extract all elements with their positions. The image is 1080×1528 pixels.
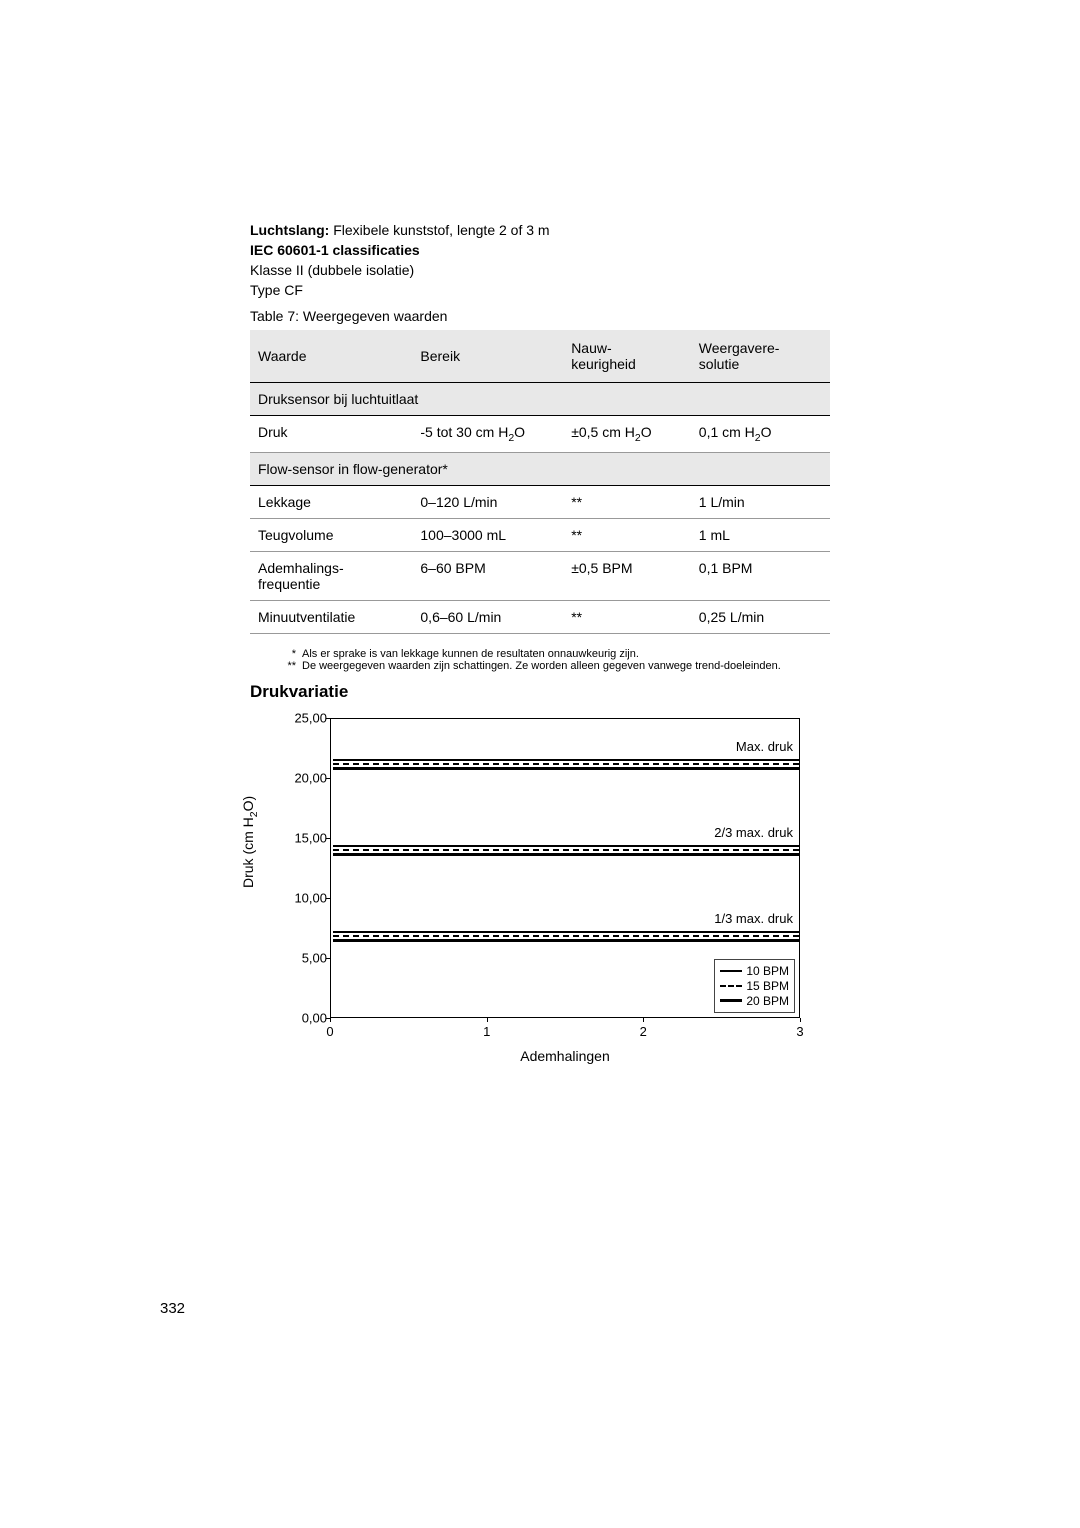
footnote-2: ** De weergegeven waarden zijn schatting… — [280, 660, 830, 672]
footnote-1: * Als er sprake is van lekkage kunnen de… — [280, 648, 830, 660]
row-lekkage: Lekkage 0–120 L/min ** 1 L/min — [250, 485, 830, 518]
section-druksensor: Druksensor bij luchtuitlaat — [250, 383, 830, 416]
document-page: Luchtslang: Flexibele kunststof, lengte … — [250, 222, 830, 1078]
chart-title: Drukvariatie — [250, 682, 830, 702]
page-number: 332 — [160, 1300, 185, 1317]
ytick-5: 5,00 — [285, 950, 327, 965]
row-minuutventilatie: Minuutventilatie 0,6–60 L/min ** 0,25 L/… — [250, 600, 830, 633]
section-flowsensor: Flow-sensor in flow-generator* — [250, 452, 830, 485]
legend-10bpm: 10 BPM — [720, 964, 789, 978]
series-line — [333, 853, 799, 856]
xtick-0: 0 — [326, 1024, 333, 1039]
luchtslang-line: Luchtslang: Flexibele kunststof, lengte … — [250, 222, 830, 238]
label-max: Max. druk — [736, 739, 793, 754]
y-axis-label: Druk (cm H2O) — [240, 796, 260, 888]
legend-swatch-icon — [720, 999, 742, 1002]
series-line — [333, 767, 799, 770]
ytick-20: 20,00 — [285, 770, 327, 785]
label-one-third: 1/3 max. druk — [714, 911, 793, 926]
legend-20bpm: 20 BPM — [720, 994, 789, 1008]
drukvariatie-chart: Druk (cm H2O) 0,00 5,00 10,00 15,00 20,0… — [250, 708, 820, 1078]
row-teugvolume: Teugvolume 100–3000 mL ** 1 mL — [250, 518, 830, 551]
values-table: Waarde Bereik Nauw- keurigheid Weergaver… — [250, 330, 830, 634]
luchtslang-text: Flexibele kunststof, lengte 2 of 3 m — [329, 222, 549, 238]
plot-area: Max. druk 2/3 max. druk 1/3 max. druk 10… — [330, 718, 800, 1018]
row-druk: Druk -5 tot 30 cm H2O ±0,5 cm H2O 0,1 cm… — [250, 416, 830, 453]
series-line — [333, 845, 799, 847]
ytick-0: 0,00 — [285, 1010, 327, 1025]
series-line — [333, 935, 799, 937]
ytick-10: 10,00 — [285, 890, 327, 905]
xtick-3: 3 — [796, 1024, 803, 1039]
legend-swatch-icon — [720, 985, 742, 987]
klasse-line: Klasse II (dubbele isolatie) — [250, 262, 830, 278]
x-axis-label: Ademhalingen — [330, 1048, 800, 1064]
legend-swatch-icon — [720, 970, 742, 972]
col-bereik: Bereik — [412, 330, 563, 383]
chart-legend: 10 BPM 15 BPM 20 BPM — [714, 959, 795, 1013]
xtick-1: 1 — [483, 1024, 490, 1039]
type-line: Type CF — [250, 282, 830, 298]
luchtslang-label: Luchtslang: — [250, 222, 329, 238]
ytick-15: 15,00 — [285, 830, 327, 845]
xtick-2: 2 — [640, 1024, 647, 1039]
table-header-row: Waarde Bereik Nauw- keurigheid Weergaver… — [250, 330, 830, 383]
col-waarde: Waarde — [250, 330, 412, 383]
ytick-25: 25,00 — [285, 710, 327, 725]
series-line — [333, 759, 799, 761]
series-line — [333, 763, 799, 765]
col-nauwkeurigheid: Nauw- keurigheid — [563, 330, 691, 383]
label-two-thirds: 2/3 max. druk — [714, 825, 793, 840]
legend-15bpm: 15 BPM — [720, 979, 789, 993]
row-ademhalingsfrequentie: Ademhalings- frequentie 6–60 BPM ±0,5 BP… — [250, 551, 830, 600]
series-line — [333, 849, 799, 851]
iec-title: IEC 60601-1 classificaties — [250, 242, 830, 258]
footnotes: * Als er sprake is van lekkage kunnen de… — [250, 648, 830, 672]
col-weergaveresolutie: Weergavere- solutie — [691, 330, 830, 383]
table-caption: Table 7: Weergegeven waarden — [250, 308, 830, 324]
series-line — [333, 939, 799, 942]
series-line — [333, 931, 799, 933]
